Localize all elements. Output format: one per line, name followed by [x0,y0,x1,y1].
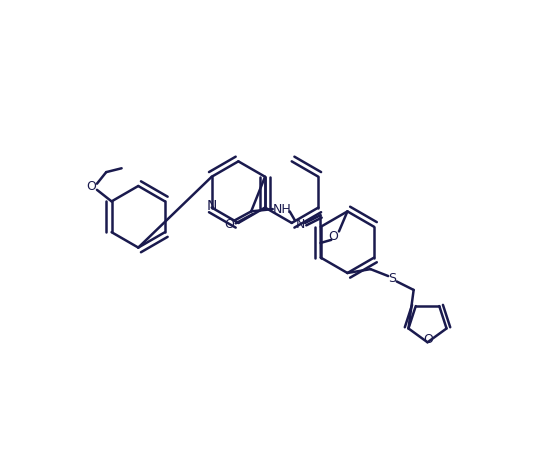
Text: NH: NH [273,202,291,216]
Text: O: O [424,333,433,346]
Text: S: S [388,272,396,285]
Text: N: N [296,218,305,231]
Text: N: N [206,199,217,213]
Text: O: O [225,218,234,231]
Text: O: O [328,230,338,242]
Text: O: O [87,180,97,193]
